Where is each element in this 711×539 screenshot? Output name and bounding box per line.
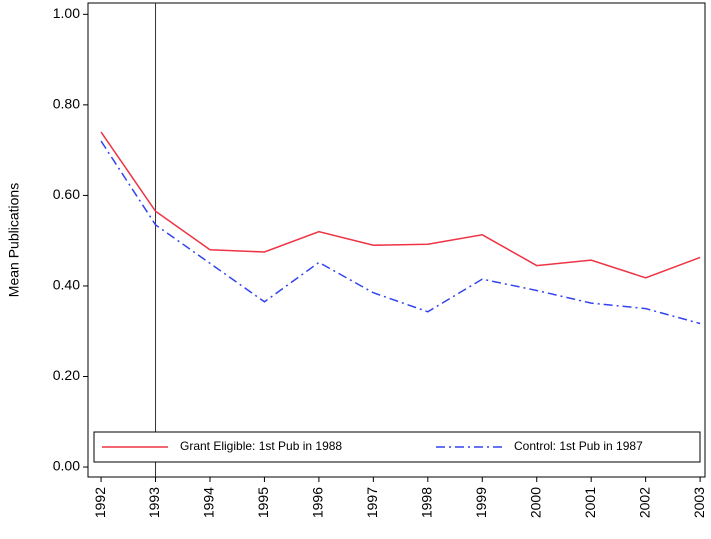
- y-tick-label: 0.60: [53, 186, 80, 202]
- x-tick-label: 2001: [582, 487, 598, 518]
- x-tick-label: 1995: [255, 487, 271, 518]
- plot-frame: [87, 2, 706, 478]
- y-tick-label: 0.40: [53, 277, 80, 293]
- x-tick-label: 1998: [419, 487, 435, 518]
- x-tick-label: 2002: [636, 487, 652, 518]
- x-tick-label: 1996: [310, 487, 326, 518]
- x-tick-label: 1997: [364, 487, 380, 518]
- x-tick-label: 1992: [92, 487, 108, 518]
- y-tick-label: 0.20: [53, 367, 80, 383]
- x-tick-label: 1999: [473, 487, 489, 518]
- line-series: [100, 140, 701, 325]
- x-tick-label: 2000: [527, 487, 543, 518]
- line-series: [100, 131, 701, 279]
- legend-label: Grant Eligible: 1st Pub in 1988: [180, 439, 342, 453]
- x-tick-label: 1993: [146, 487, 162, 518]
- legend-label: Control: 1st Pub in 1987: [514, 439, 643, 453]
- y-tick-label: 0.00: [53, 458, 80, 474]
- y-axis-label: Mean Publications: [6, 183, 22, 297]
- x-tick-label: 2003: [691, 487, 707, 518]
- y-tick-label: 0.80: [53, 96, 80, 112]
- x-tick-label: 1994: [201, 487, 217, 518]
- y-tick-label: 1.00: [53, 5, 80, 21]
- legend: [93, 431, 701, 463]
